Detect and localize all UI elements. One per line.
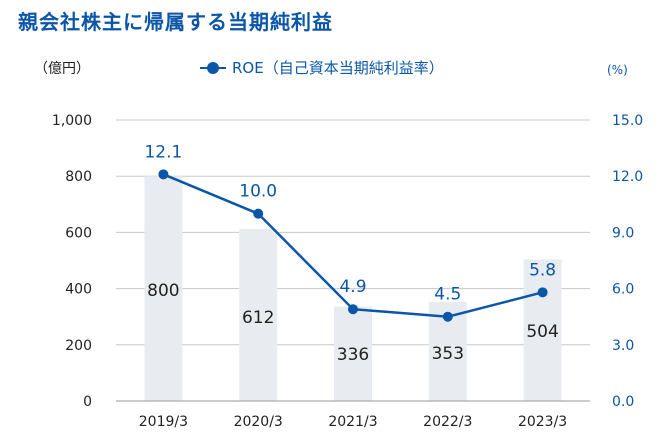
roe-point bbox=[158, 169, 169, 180]
legend-label: ROE（自己資本当期純利益率） bbox=[232, 59, 444, 77]
roe-value-label: 4.9 bbox=[339, 277, 366, 297]
right-axis-tick-label: 0.0 bbox=[612, 394, 634, 410]
x-axis-tick-label: 2022/3 bbox=[423, 414, 472, 430]
roe-value-label: 10.0 bbox=[239, 182, 277, 202]
left-axis-tick-label: 0 bbox=[83, 394, 92, 410]
bar bbox=[334, 306, 372, 401]
left-axis-tick-label: 1,000 bbox=[52, 113, 92, 129]
left-axis-tick-label: 400 bbox=[65, 282, 92, 298]
left-axis-unit: （億円） bbox=[34, 61, 90, 77]
right-axis-tick-label: 6.0 bbox=[612, 282, 634, 298]
left-axis-tick-label: 200 bbox=[65, 338, 92, 354]
roe-value-label: 5.8 bbox=[529, 260, 556, 280]
x-axis-tick-label: 2023/3 bbox=[518, 414, 567, 430]
roe-value-label: 12.1 bbox=[144, 142, 182, 162]
bar-value-label: 612 bbox=[242, 308, 274, 328]
bar-value-label: 353 bbox=[432, 344, 464, 364]
bar-value-label: 800 bbox=[147, 281, 179, 301]
bar-value-label: 504 bbox=[526, 322, 558, 342]
legend-line-marker-icon bbox=[200, 61, 226, 75]
left-axis-tick-label: 800 bbox=[65, 169, 92, 185]
roe-point bbox=[442, 311, 453, 322]
right-axis-tick-label: 12.0 bbox=[612, 169, 643, 185]
bar bbox=[239, 229, 278, 401]
x-axis-tick-label: 2021/3 bbox=[328, 414, 377, 430]
right-axis-unit: (%) bbox=[607, 63, 628, 77]
roe-value-label: 4.5 bbox=[434, 285, 461, 305]
chart-title: 親会社株主に帰属する当期純利益 bbox=[18, 10, 333, 34]
left-axis-tick-label: 600 bbox=[65, 225, 92, 241]
roe-point bbox=[253, 208, 264, 219]
x-axis-tick-label: 2019/3 bbox=[139, 414, 188, 430]
bar bbox=[523, 259, 562, 401]
roe-point bbox=[537, 287, 548, 298]
x-axis-tick-label: 2020/3 bbox=[234, 414, 283, 430]
bar-value-label: 336 bbox=[337, 345, 369, 365]
legend: ROE（自己資本当期純利益率） bbox=[200, 57, 444, 78]
bar bbox=[144, 176, 183, 401]
roe-point bbox=[348, 304, 358, 315]
right-axis-tick-label: 9.0 bbox=[612, 225, 634, 241]
right-axis-tick-label: 15.0 bbox=[612, 113, 643, 129]
right-axis-tick-label: 3.0 bbox=[612, 338, 634, 354]
